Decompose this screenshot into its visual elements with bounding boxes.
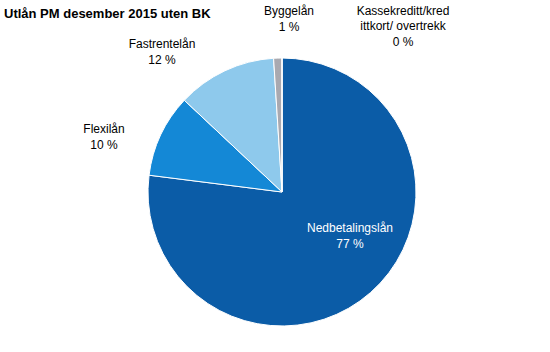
chart: Utlån PM desember 2015 uten BK Nedbetalin… — [0, 0, 550, 352]
title: Utlån PM desember 2015 uten BK — [4, 6, 211, 21]
value-label: 10 % — [90, 138, 118, 152]
category-label: Fastrentelån — [129, 37, 196, 51]
slice — [184, 58, 282, 192]
slice — [148, 58, 416, 326]
value-label: 77 % — [336, 237, 364, 251]
value-label: 0 % — [393, 35, 414, 49]
category-label: Flexilån — [83, 122, 124, 136]
slice — [274, 58, 282, 192]
value-label: 1 % — [279, 20, 300, 34]
category-label: Byggelån — [264, 4, 314, 18]
category-label: Kassekreditt/kredittkort/ overtrekk — [357, 4, 450, 33]
category-label: Nedbetalingslån — [307, 221, 393, 235]
slices — [148, 58, 416, 326]
value-label: 12 % — [148, 53, 176, 67]
slice — [282, 58, 283, 192]
